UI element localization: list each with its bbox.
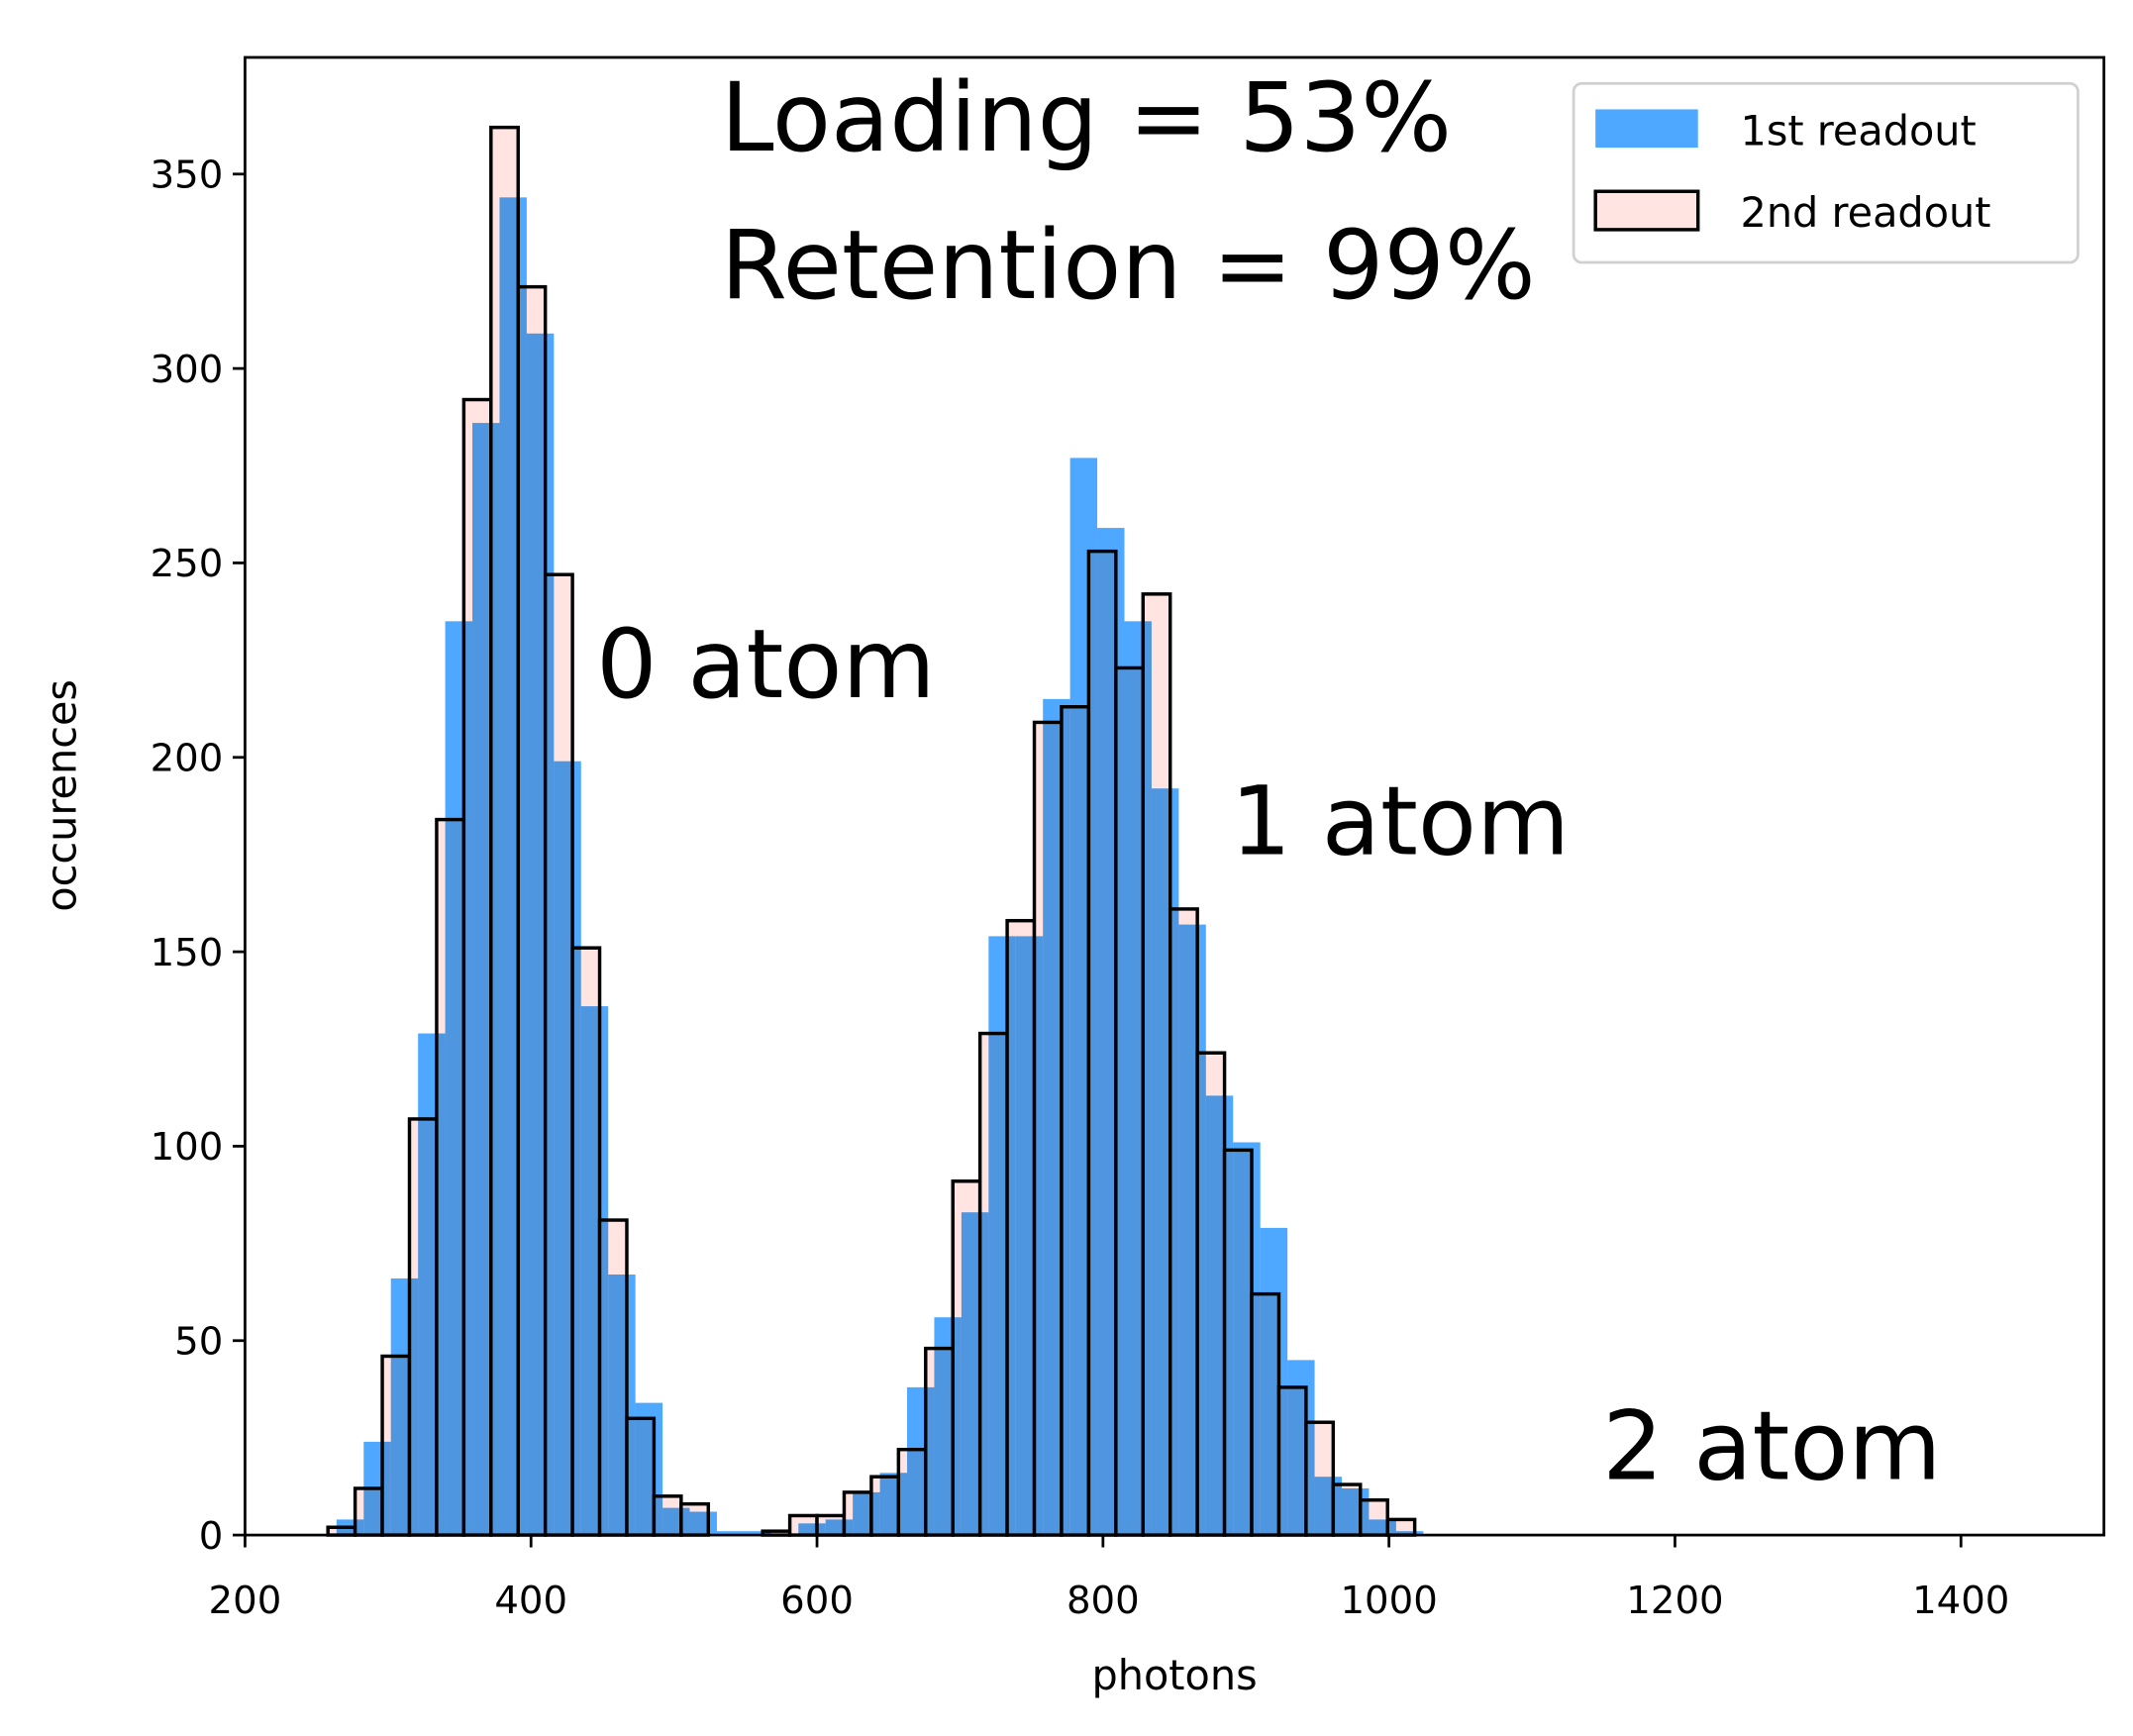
y-axis-label: occurences [38,679,85,912]
histogram-bar [798,1523,826,1536]
histogram-bar [336,1519,364,1536]
histogram-bar [1069,458,1098,1536]
histogram-bar [1233,1142,1261,1536]
annotation: 1 atom [1231,766,1570,877]
axes-frame [244,55,2106,1537]
histogram-bar [1395,1531,1424,1536]
histogram-bar [1314,1477,1342,1536]
legend-label: 2nd readout [1740,189,1990,237]
histogram-bar [580,1006,609,1536]
histogram-bar [988,936,1016,1536]
histogram-bar [1178,924,1206,1536]
histogram-bar [1205,1095,1234,1536]
histogram-bar [825,1519,854,1536]
histogram-bar [418,1033,446,1536]
histogram-bar [390,1277,419,1536]
y-tick-label: 150 [151,931,224,975]
histogram-bar [853,1491,880,1536]
histogram-bar [363,1441,391,1536]
histogram-bar [1151,788,1179,1536]
annotation: 2 atom [1602,1390,1941,1502]
histogram-bar [608,1275,636,1536]
histogram-bar [1341,1487,1370,1536]
histogram-bar [1015,936,1044,1536]
histogram-bar [689,1511,717,1536]
x-tick-label: 400 [494,1579,567,1623]
x-tick-label: 1400 [1912,1579,2009,1623]
histogram-bar [445,621,473,1536]
annotation: Retention = 99% [721,209,1536,321]
y-tick-label: 100 [151,1125,224,1170]
y-tick-label: 200 [151,737,224,781]
histogram-bar [1124,621,1152,1536]
histogram-bar [1287,1360,1315,1536]
y-tick-label: 50 [174,1320,223,1365]
y-tick-label: 350 [151,153,224,198]
legend-swatch [1595,109,1698,149]
y-tick-label: 0 [199,1514,224,1559]
histogram-bar [554,761,581,1536]
histogram-bar [635,1402,663,1536]
histogram-bar [961,1212,989,1536]
x-tick-label: 200 [209,1579,282,1623]
annotation: 0 atom [596,608,935,720]
histogram-bar [1369,1519,1396,1536]
histogram-bar [716,1531,745,1536]
x-axis-label: photons [1091,1652,1257,1699]
histogram-bar [662,1507,690,1536]
annotation: Loading = 53% [721,61,1452,173]
histogram-bar [744,1531,771,1536]
histogram-bar [499,197,527,1536]
x-tick-label: 1200 [1626,1579,1723,1623]
histogram-bar [472,423,500,1536]
histogram-bar [1097,528,1125,1536]
histogram-bar [879,1473,908,1536]
legend-swatch [1593,189,1700,232]
y-tick-label: 250 [151,542,224,586]
y-tick-label: 300 [151,348,224,392]
x-tick-label: 1000 [1340,1579,1437,1623]
histogram-bar [907,1386,935,1536]
histogram-bar [1260,1227,1288,1536]
x-tick-label: 800 [1066,1579,1140,1623]
legend-label: 1st readout [1740,107,1976,154]
histogram-bar [934,1317,962,1536]
histogram-bar [526,333,555,1536]
x-tick-label: 600 [780,1579,854,1623]
histogram-bar [1043,698,1070,1536]
